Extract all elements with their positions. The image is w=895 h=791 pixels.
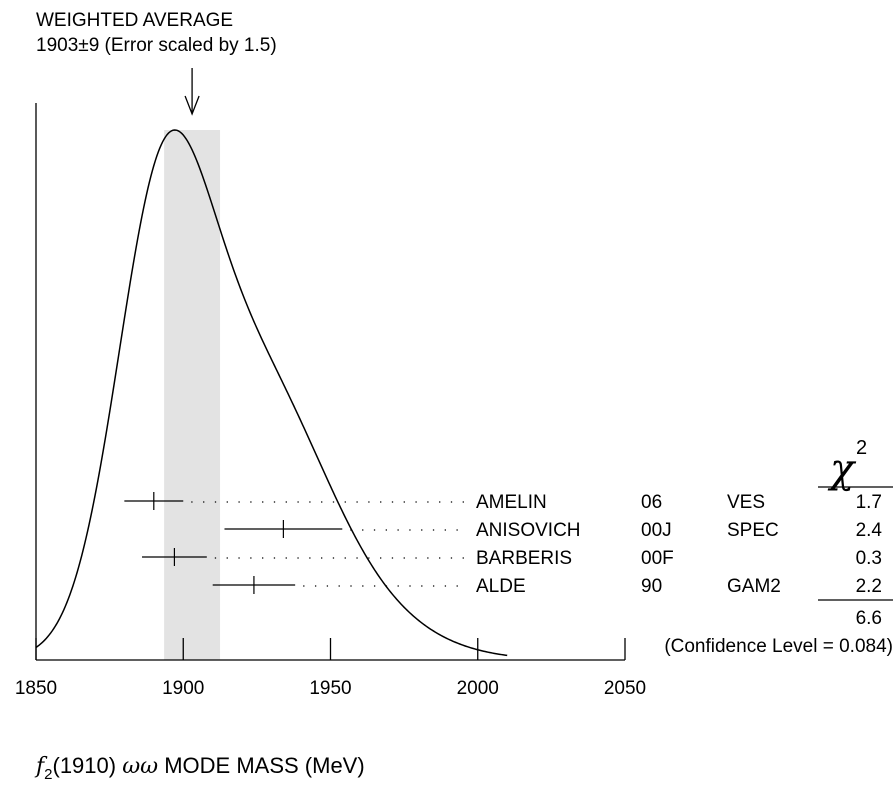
confidence-level: (Confidence Level = 0.084) [664, 636, 893, 657]
measurement-year: 00J [641, 520, 672, 541]
chi2-header: χ [827, 446, 857, 492]
measurement-row: ANISOVICH 00J SPEC 2.4 [224, 520, 882, 541]
measurement-row: ALDE 90 GAM2 2.2 [212, 576, 882, 597]
x-tick-label: 1950 [309, 678, 351, 699]
measurement-row: BARBERIS 00F 0.3 [142, 548, 882, 569]
chart-title: WEIGHTED AVERAGE [36, 10, 233, 31]
measurement-year: 06 [641, 492, 662, 513]
measurement-chi2: 2.2 [856, 576, 882, 597]
ideogram-curve [35, 129, 508, 657]
weighted-average-band [164, 130, 221, 660]
x-tick-label: 1900 [162, 678, 204, 699]
chi2-header-sup: 2 [856, 437, 867, 459]
chi2-total: 6.6 [856, 608, 882, 629]
measurement-chi2: 2.4 [856, 520, 883, 541]
average-arrow [184, 68, 200, 116]
x-axis-label: f2(1910) ωω MODE MASS (MeV) [34, 753, 365, 783]
x-tick-label: 2050 [604, 678, 646, 699]
measurement-chi2: 0.3 [856, 548, 882, 569]
chart-subtitle: 1903±9 (Error scaled by 1.5) [36, 35, 277, 56]
measurement-technique: GAM2 [727, 576, 781, 597]
measurement-technique: SPEC [727, 520, 779, 541]
measurement-author: ALDE [476, 576, 526, 597]
measurement-author: ANISOVICH [476, 520, 581, 541]
x-tick-label: 2000 [457, 678, 499, 699]
measurement-author: AMELIN [476, 492, 547, 513]
measurement-technique: VES [727, 492, 765, 513]
measurement-chi2: 1.7 [856, 492, 882, 513]
x-tick-label: 1850 [15, 678, 57, 699]
measurement-year: 90 [641, 576, 662, 597]
measurement-year: 00F [641, 548, 674, 569]
measurements: AMELIN 06 VES 1.7 ANISOVICH 00J SPEC 2.4 BARBERI… [124, 492, 882, 597]
x-ticks: 1850 1900 1950 2000 2050 [15, 638, 646, 699]
measurement-row: AMELIN 06 VES 1.7 [124, 492, 882, 513]
measurement-author: BARBERIS [476, 548, 572, 569]
